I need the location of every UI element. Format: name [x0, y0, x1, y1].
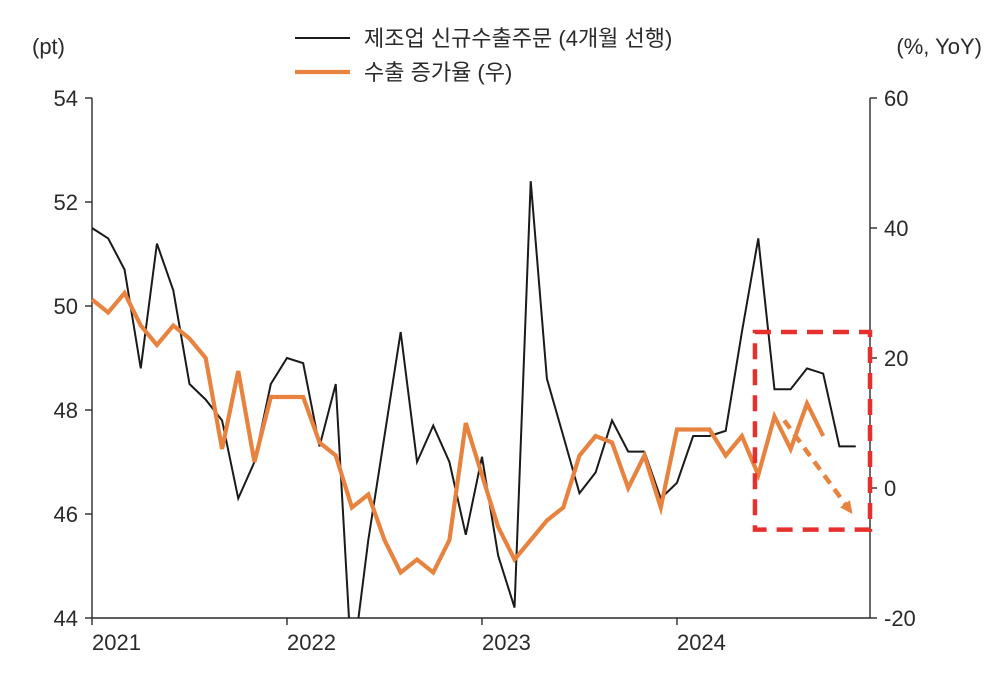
legend-label: 수출 증가율 (우)	[364, 60, 512, 85]
right-axis-label: (%, YoY)	[896, 34, 982, 59]
right-tick-label: -20	[884, 606, 916, 631]
x-tick-label: 2021	[92, 630, 141, 655]
x-tick-label: 2023	[482, 630, 531, 655]
right-tick-label: 60	[884, 86, 908, 111]
left-tick-label: 50	[54, 294, 78, 319]
right-tick-label: 0	[884, 476, 896, 501]
legend-label: 제조업 신규수출주문 (4개월 선행)	[364, 26, 672, 51]
right-tick-label: 40	[884, 216, 908, 241]
right-tick-label: 20	[884, 346, 908, 371]
left-tick-label: 48	[54, 398, 78, 423]
left-tick-label: 54	[54, 86, 78, 111]
left-tick-label: 46	[54, 502, 78, 527]
x-tick-label: 2024	[677, 630, 726, 655]
left-tick-label: 52	[54, 190, 78, 215]
chart-svg: 44 46 48 50 52 54 -20 0 20 40 60 2021 2022 2023 2024 (p…	[0, 0, 1008, 681]
line-chart-dual-axis: 44 46 48 50 52 54 -20 0 20 40 60 2021 2022 2023 2024 (p…	[0, 0, 1008, 681]
x-tick-label: 2022	[287, 630, 336, 655]
left-tick-label: 44	[54, 606, 78, 631]
left-axis-label: (pt)	[32, 34, 65, 59]
